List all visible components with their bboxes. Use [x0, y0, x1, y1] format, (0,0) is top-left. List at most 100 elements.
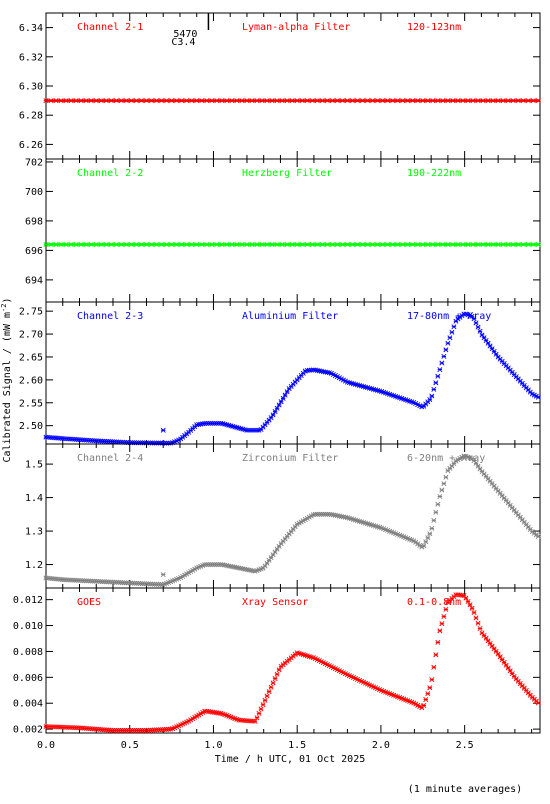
data-point-p2 [324, 241, 330, 248]
data-point-p2 [189, 241, 195, 248]
data-point-p3 [475, 324, 481, 330]
data-point-p5 [427, 685, 433, 691]
data-point-p4 [423, 539, 429, 545]
y-tick-label-p1: 6.32 [19, 52, 43, 63]
data-point-p1 [53, 98, 59, 104]
data-point-p3 [493, 351, 499, 357]
data-point-p5 [441, 614, 447, 620]
panel-band-label: 0.1-0.8nm [407, 597, 461, 608]
data-point-p1 [435, 98, 441, 104]
panel-channel-label: Channel 2-4 [77, 453, 143, 464]
data-point-p3 [441, 353, 447, 359]
data-point-p2 [133, 241, 139, 248]
data-point-p4 [274, 546, 280, 552]
y-tick-label-p3: 2.55 [19, 398, 43, 409]
data-point-p2 [445, 241, 451, 248]
data-point-p5 [495, 651, 501, 657]
data-point-p3 [447, 335, 453, 341]
data-point-p3 [471, 316, 477, 322]
data-point-p1 [425, 98, 431, 104]
data-point-p4 [276, 543, 282, 549]
data-point-p2 [138, 241, 144, 248]
data-point-p2 [314, 241, 320, 248]
data-point-p2 [344, 241, 350, 248]
data-point-p2 [339, 241, 345, 248]
data-point-p1 [179, 98, 185, 104]
data-point-p5 [256, 710, 262, 716]
data-point-p2 [179, 241, 185, 248]
data-point-p1 [510, 98, 516, 104]
data-point-p2 [259, 241, 265, 248]
y-tick-label-p5: 0.006 [13, 673, 43, 684]
y-tick-label-p5: 0.010 [13, 621, 43, 632]
data-point-p2 [43, 241, 49, 248]
flare-marker-label-1: 5470 [173, 29, 197, 40]
data-point-p3 [445, 340, 451, 346]
panel-filter-label: Zirconium Filter [242, 453, 338, 464]
data-point-p1 [450, 98, 456, 104]
data-point-p3 [282, 392, 288, 398]
data-point-p2 [234, 241, 240, 248]
data-point-p2 [415, 241, 421, 248]
panel-band-label: 190-222nm [407, 168, 461, 179]
data-point-p4 [475, 463, 481, 469]
data-point-p1 [395, 98, 401, 104]
data-point-p3 [276, 402, 282, 408]
data-point-p5 [268, 684, 274, 690]
data-point-p1 [415, 98, 421, 104]
data-point-p2 [304, 241, 310, 248]
y-tick-label-p4: 1.3 [25, 527, 43, 538]
data-point-p1 [470, 98, 476, 104]
data-point-p1 [525, 98, 531, 104]
data-point-p1 [58, 98, 64, 104]
x-tick-label: 2.0 [372, 740, 390, 751]
data-point-p1 [43, 98, 49, 104]
data-point-p1 [108, 98, 114, 104]
data-point-p1 [299, 98, 305, 104]
data-point-p2 [420, 241, 426, 248]
data-point-p2 [319, 241, 325, 248]
data-point-p4 [535, 533, 541, 539]
data-point-p5 [433, 652, 439, 658]
data-point-p2 [204, 241, 210, 248]
data-point-p1 [339, 98, 345, 104]
data-point-p2 [405, 241, 411, 248]
data-point-p1 [334, 98, 340, 104]
data-point-p2 [455, 241, 461, 248]
data-point-p1 [500, 98, 506, 104]
data-point-p3 [485, 340, 491, 346]
data-point-p5 [439, 621, 445, 627]
data-point-p4 [427, 531, 433, 537]
data-point-p2 [73, 241, 79, 248]
data-point-p4 [431, 517, 437, 523]
data-point-p1 [465, 98, 471, 104]
data-point-p2 [199, 241, 205, 248]
data-point-p1 [485, 98, 491, 104]
data-point-p1 [48, 98, 54, 104]
data-point-p1 [329, 98, 335, 104]
data-point-p5 [264, 693, 270, 699]
data-point-p2 [53, 241, 59, 248]
data-point-p1 [455, 98, 461, 104]
y-tick-label-p1: 6.34 [19, 23, 43, 34]
data-point-p5 [471, 610, 477, 616]
data-point-p2 [123, 241, 129, 248]
data-point-p2 [470, 241, 476, 248]
data-point-p2 [219, 241, 225, 248]
data-point-p1 [490, 98, 496, 104]
data-point-p2 [194, 241, 200, 248]
data-point-p2 [334, 241, 340, 248]
y-tick-label-p2: 700 [25, 187, 43, 198]
y-tick-label-p2: 702 [25, 157, 43, 168]
y-tick-label-p5: 0.008 [13, 647, 43, 658]
data-point-p2 [385, 241, 391, 248]
panel-band-label: 120-123nm [407, 22, 461, 33]
data-point-p1 [420, 98, 426, 104]
data-point-p5 [475, 620, 481, 626]
data-point-p2 [48, 241, 54, 248]
data-point-p5 [507, 668, 513, 674]
data-point-p1 [254, 98, 260, 104]
y-tick-label-p3: 2.65 [19, 352, 43, 363]
data-point-p5 [276, 667, 282, 673]
data-point-p1 [138, 98, 144, 104]
